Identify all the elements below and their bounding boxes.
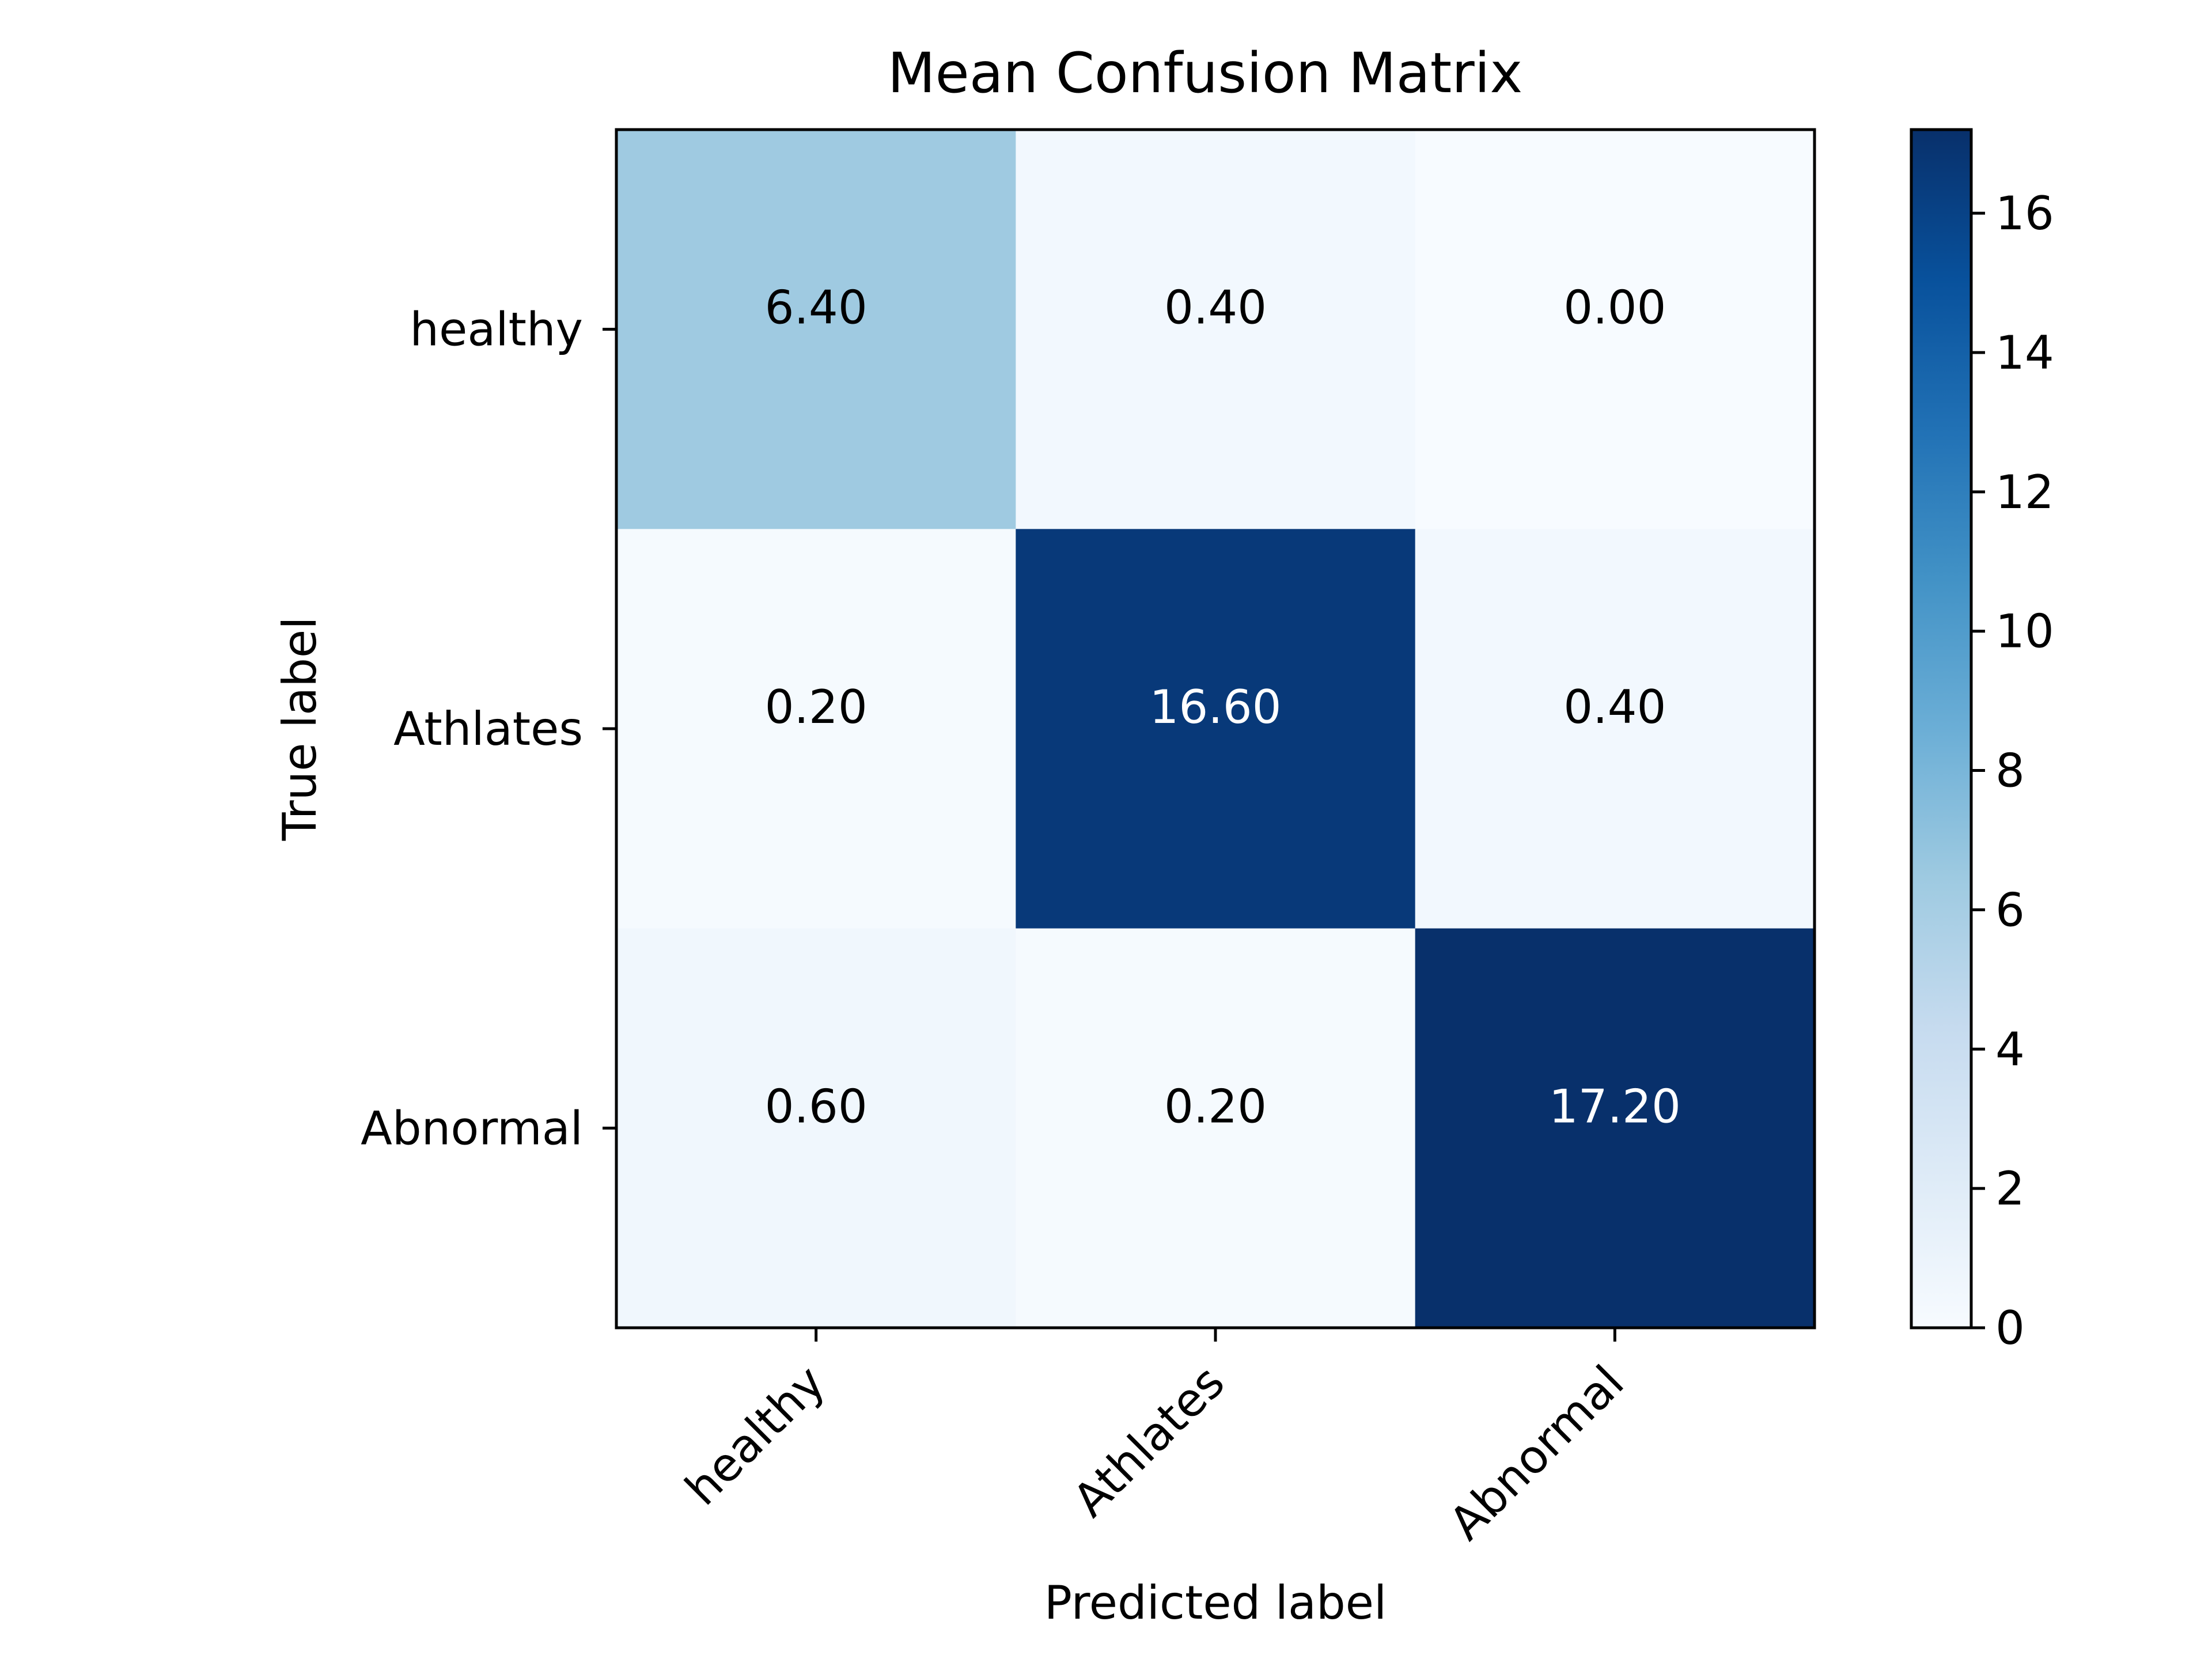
cell-value-label: 0.20 [1164, 1080, 1267, 1133]
x-axis-ticks: healthy Athlates Abnormal [675, 1328, 1634, 1550]
colorbar-ticks: 0 2 4 6 8 10 12 14 16 [1971, 187, 2054, 1355]
colorbar [1910, 128, 1973, 1330]
heatmap-cell [1016, 130, 1416, 529]
y-tick-label: Abnormal [361, 1101, 583, 1155]
heatmap-cell-labels: 6.40 0.40 0.00 0.20 16.60 0.40 0.60 0.20 17.20 [765, 281, 1681, 1134]
heatmap-cell [616, 130, 1016, 529]
cell-value-label: 6.40 [765, 281, 868, 335]
heatmap-cell [1415, 130, 1815, 529]
x-tick-label: Athlates [1063, 1355, 1234, 1527]
colorbar-tick-label: 12 [1995, 465, 2054, 519]
heatmap-cell [1016, 928, 1416, 1328]
x-tick-label: Abnormal [1439, 1355, 1634, 1551]
y-tick-label: healthy [410, 303, 583, 357]
colorbar-tick-label: 0 [1995, 1301, 2025, 1355]
cell-value-label: 16.60 [1149, 680, 1281, 734]
heatmap-cell [616, 928, 1016, 1328]
heatmap-cell [1016, 529, 1416, 929]
colorbar-tick-label: 14 [1995, 326, 2054, 380]
colorbar-tick-label: 8 [1995, 744, 2025, 798]
colorbar-tick-label: 6 [1995, 883, 2025, 937]
cell-value-label: 0.20 [765, 680, 868, 734]
y-axis-label: True label [273, 617, 327, 842]
cell-value-label: 0.40 [1164, 281, 1267, 335]
cell-value-label: 0.40 [1563, 680, 1666, 734]
heatmap-cell [616, 529, 1016, 929]
y-axis-ticks: healthy Athlates Abnormal [361, 303, 616, 1155]
chart-title: Mean Confusion Matrix [888, 41, 1522, 105]
cell-value-label: 0.00 [1563, 281, 1666, 335]
heatmap-cell [1415, 928, 1815, 1328]
colorbar-tick-label: 4 [1995, 1022, 2025, 1076]
cell-value-label: 0.60 [765, 1080, 868, 1133]
colorbar-tick-label: 16 [1995, 187, 2054, 240]
x-tick-label: healthy [675, 1355, 835, 1516]
cell-value-label: 17.20 [1549, 1080, 1681, 1133]
heatmap-cell [1415, 529, 1815, 929]
colorbar-tick-label: 10 [1995, 605, 2054, 658]
x-axis-label: Predicted label [1044, 1576, 1387, 1630]
colorbar-tick-label: 2 [1995, 1162, 2025, 1215]
heatmap-cells [616, 130, 1815, 1328]
y-tick-label: Athlates [393, 702, 583, 756]
